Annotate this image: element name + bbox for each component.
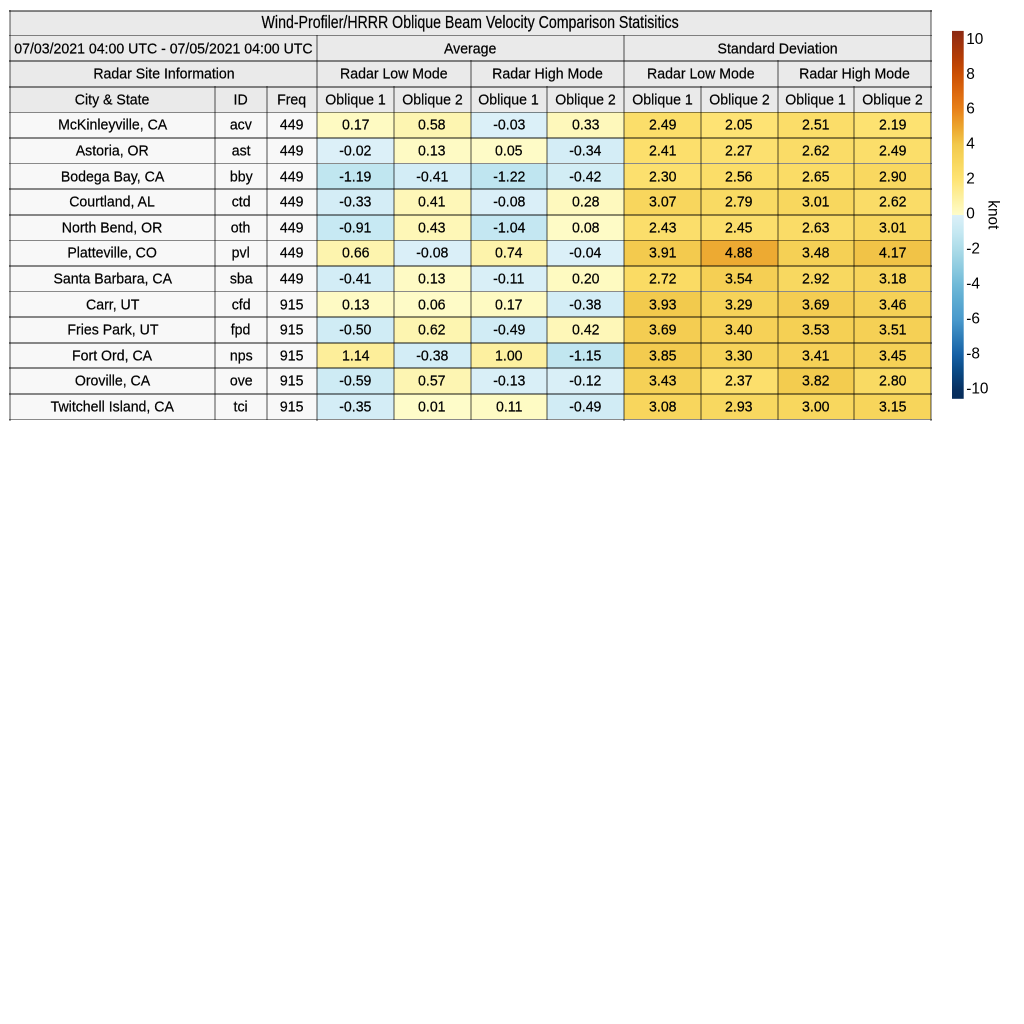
svg-text:-8: -8	[966, 346, 980, 363]
svg-text:8: 8	[966, 66, 975, 83]
svg-text:4: 4	[966, 136, 975, 153]
svg-text:-2: -2	[966, 241, 980, 258]
svg-text:-10: -10	[966, 381, 988, 398]
svg-text:-4: -4	[966, 276, 980, 293]
svg-text:knot: knot	[985, 200, 1002, 230]
svg-text:2: 2	[966, 171, 975, 188]
svg-text:-6: -6	[966, 311, 980, 328]
svg-text:0: 0	[966, 206, 975, 223]
svg-text:6: 6	[966, 101, 975, 118]
svg-text:10: 10	[966, 31, 983, 48]
